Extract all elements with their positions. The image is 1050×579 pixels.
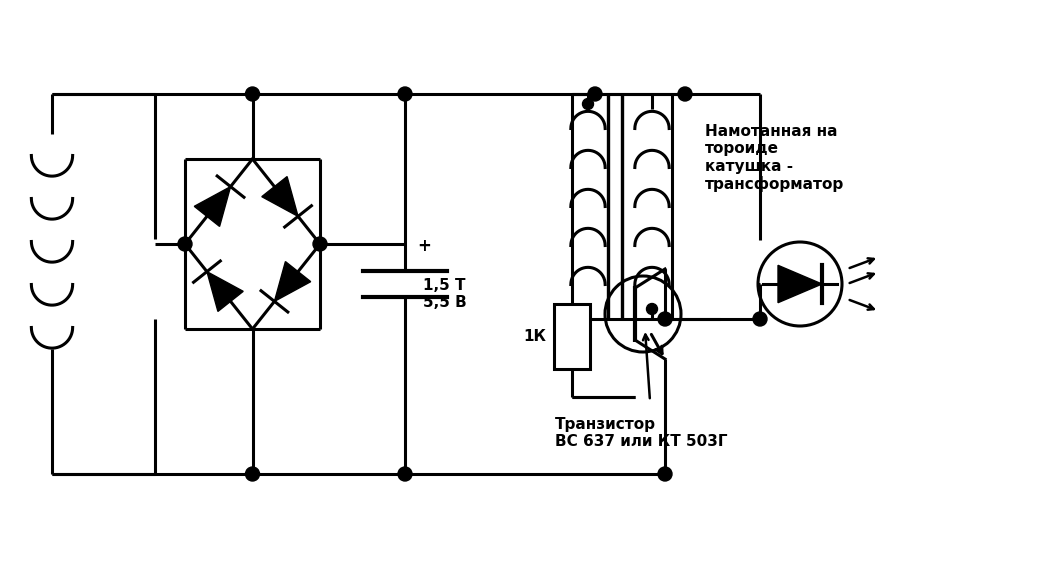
- Circle shape: [647, 303, 657, 314]
- Bar: [554, 304, 590, 369]
- Circle shape: [658, 467, 672, 481]
- Circle shape: [178, 237, 192, 251]
- Text: Транзистор
ВС 637 или КТ 503Г: Транзистор ВС 637 или КТ 503Г: [555, 417, 728, 449]
- Text: 1К: 1К: [523, 329, 546, 344]
- Circle shape: [398, 87, 412, 101]
- Polygon shape: [207, 272, 244, 312]
- Circle shape: [246, 87, 259, 101]
- Polygon shape: [194, 186, 231, 226]
- Circle shape: [398, 467, 412, 481]
- Text: Намотанная на
тороиде
катушка -
трансформатор: Намотанная на тороиде катушка - трансфор…: [705, 124, 844, 192]
- Circle shape: [658, 312, 672, 326]
- Circle shape: [753, 312, 766, 326]
- Polygon shape: [778, 265, 822, 303]
- Polygon shape: [261, 177, 298, 217]
- Circle shape: [583, 98, 593, 109]
- Polygon shape: [274, 262, 311, 302]
- Text: +: +: [417, 237, 430, 255]
- Circle shape: [678, 87, 692, 101]
- Circle shape: [313, 237, 327, 251]
- Circle shape: [246, 467, 259, 481]
- Text: 1,5 Τ
5,5 В: 1,5 Τ 5,5 В: [423, 278, 467, 310]
- Circle shape: [588, 87, 602, 101]
